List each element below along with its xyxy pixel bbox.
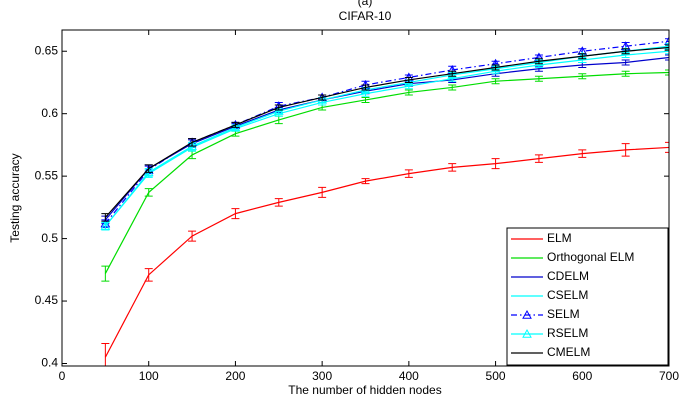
error-bar bbox=[448, 84, 457, 91]
y-axis-label: Testing accuracy bbox=[8, 153, 22, 242]
error-bar bbox=[448, 70, 457, 77]
legend-marker bbox=[522, 309, 532, 319]
x-tick-label: 500 bbox=[486, 369, 506, 383]
error-bar bbox=[665, 43, 669, 50]
error-bar bbox=[404, 169, 413, 178]
legend-label: CMELM bbox=[547, 345, 590, 359]
error-bar bbox=[144, 268, 153, 282]
marker bbox=[100, 221, 111, 230]
x-tick-label: 200 bbox=[225, 369, 245, 383]
marker bbox=[273, 106, 284, 115]
error-bar bbox=[665, 54, 669, 61]
chart-supertitle: (a) bbox=[358, 0, 373, 8]
error-bar bbox=[578, 73, 587, 80]
legend-label: CDELM bbox=[547, 269, 589, 283]
y-tick-label: 0.4 bbox=[41, 356, 58, 370]
series-line bbox=[104, 146, 669, 358]
error-bar bbox=[578, 149, 587, 158]
error-bar bbox=[448, 163, 457, 172]
error-bar bbox=[534, 75, 543, 82]
error-bar bbox=[318, 186, 327, 198]
legend-label: RSELM bbox=[547, 326, 588, 340]
error-bar bbox=[231, 208, 240, 220]
error-bar bbox=[404, 89, 413, 96]
error-bar bbox=[404, 76, 413, 83]
error-bar bbox=[101, 343, 110, 366]
error-bar bbox=[621, 143, 630, 157]
error-bar bbox=[274, 115, 283, 125]
y-tick-label: 0.65 bbox=[35, 43, 59, 57]
marker bbox=[664, 41, 669, 50]
legend-label: ELM bbox=[547, 231, 572, 245]
x-tick-label: 100 bbox=[139, 369, 159, 383]
legend-marker bbox=[522, 328, 532, 338]
x-tick-label: 0 bbox=[59, 369, 66, 383]
error-bar bbox=[274, 104, 283, 111]
legend-label: Orthogonal ELM bbox=[547, 250, 634, 264]
plot-frame bbox=[61, 29, 670, 367]
legend: ELM Orthogonal ELM CDELM CSELM SELM RSELM CMEL… bbox=[506, 227, 669, 366]
error-bar bbox=[188, 138, 197, 147]
error-bar bbox=[361, 178, 370, 185]
x-tick-label: 300 bbox=[312, 369, 332, 383]
error-bar bbox=[144, 164, 153, 173]
error-bar bbox=[361, 96, 370, 103]
error-bar bbox=[491, 64, 500, 71]
plot-series bbox=[100, 36, 669, 366]
x-tick-label: 600 bbox=[572, 369, 592, 383]
error-bar bbox=[621, 59, 630, 66]
legend-label: CSELM bbox=[547, 288, 588, 302]
error-bar bbox=[318, 94, 327, 101]
error-bar bbox=[665, 44, 669, 51]
error-bar bbox=[534, 58, 543, 65]
y-tick-label: 0.55 bbox=[35, 168, 59, 182]
error-bar bbox=[274, 198, 283, 207]
marker bbox=[664, 36, 669, 45]
chart-title: CIFAR-10 bbox=[339, 9, 392, 23]
legend-label: SELM bbox=[547, 307, 580, 321]
x-tick-label: 400 bbox=[399, 369, 419, 383]
error-bar bbox=[491, 158, 500, 170]
error-bar bbox=[578, 53, 587, 60]
y-tick-label: 0.6 bbox=[41, 106, 58, 120]
x-tick-label: 700 bbox=[659, 369, 679, 383]
error-bar bbox=[621, 70, 630, 77]
series-line bbox=[104, 71, 669, 274]
error-bar bbox=[361, 84, 370, 91]
series-line bbox=[104, 50, 669, 227]
series-line bbox=[104, 46, 669, 218]
error-bar bbox=[621, 48, 630, 55]
error-bar bbox=[144, 188, 153, 197]
x-axis-label: The number of hidden nodes bbox=[288, 383, 441, 397]
error-bar bbox=[665, 69, 669, 76]
error-bar bbox=[534, 154, 543, 163]
error-bar bbox=[101, 213, 110, 222]
series-line bbox=[104, 56, 669, 221]
error-bar bbox=[188, 230, 197, 242]
error-bar bbox=[101, 265, 110, 282]
error-bar bbox=[665, 141, 669, 153]
error-bar bbox=[491, 78, 500, 85]
error-bar bbox=[231, 121, 240, 128]
series-line bbox=[104, 40, 669, 224]
y-tick-label: 0.5 bbox=[41, 231, 58, 245]
y-tick-label: 0.45 bbox=[35, 293, 59, 307]
